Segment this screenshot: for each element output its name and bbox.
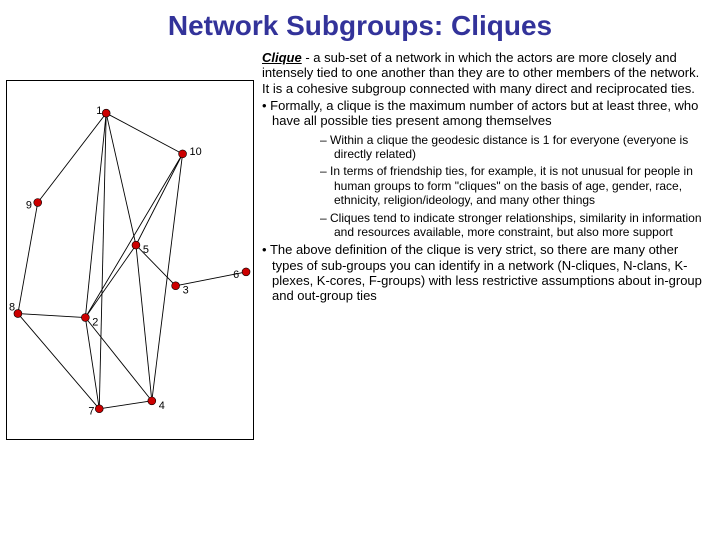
sub-bullet-list: Within a clique the geodesic distance is… — [262, 133, 708, 240]
graph-node — [95, 405, 103, 413]
sub-bullet: Cliques tend to indicate stronger relati… — [320, 211, 708, 240]
definition-paragraph: Clique - a sub-set of a network in which… — [262, 50, 708, 96]
graph-node-label: 7 — [88, 406, 94, 418]
graph-node — [179, 150, 187, 158]
bullet-strict: The above definition of the clique is ve… — [262, 242, 708, 303]
graph-node-label: 3 — [183, 285, 189, 297]
graph-node-label: 2 — [92, 316, 98, 328]
graph-node-label: 10 — [190, 146, 202, 158]
graph-node-label: 4 — [159, 400, 165, 412]
network-graph: 1 10 9 5 3 6 8 2 7 4 — [6, 80, 254, 440]
sub-bullet: Within a clique the geodesic distance is… — [320, 133, 708, 162]
graph-node — [132, 241, 140, 249]
page-title: Network Subgroups: Cliques — [0, 0, 720, 42]
graph-node-label: 5 — [143, 244, 149, 256]
sub-bullet: In terms of friendship ties, for example… — [320, 164, 708, 207]
graph-node-label: 6 — [233, 269, 239, 281]
definition-term: Clique — [262, 50, 302, 65]
graph-edge — [18, 202, 38, 313]
definition-text: - a sub-set of a network in which the ac… — [262, 50, 699, 96]
graph-node — [14, 310, 22, 318]
graph-edge — [38, 113, 106, 202]
graph-node — [172, 282, 180, 290]
text-panel: Clique - a sub-set of a network in which… — [254, 50, 708, 440]
graph-edge — [99, 401, 152, 409]
graph-edge — [85, 245, 136, 317]
graph-edge — [136, 245, 176, 286]
content-area: 1 10 9 5 3 6 8 2 7 4 Clique - a sub-set of a netw… — [0, 42, 720, 440]
graph-edge — [106, 113, 182, 154]
graph-node — [34, 199, 42, 207]
graph-edge — [18, 314, 85, 318]
graph-node-label: 9 — [26, 199, 32, 211]
graph-node — [242, 268, 250, 276]
graph-edge — [85, 318, 151, 401]
graph-edge — [106, 113, 136, 245]
graph-node-label: 8 — [9, 302, 15, 314]
graph-edge — [136, 245, 152, 401]
graph-node-label: 1 — [96, 105, 102, 117]
graph-node — [102, 109, 110, 117]
bullet-formally: Formally, a clique is the maximum number… — [262, 98, 708, 129]
graph-node — [148, 397, 156, 405]
graph-node — [81, 314, 89, 322]
graph-edge — [99, 113, 106, 409]
graph-edge — [136, 154, 183, 245]
